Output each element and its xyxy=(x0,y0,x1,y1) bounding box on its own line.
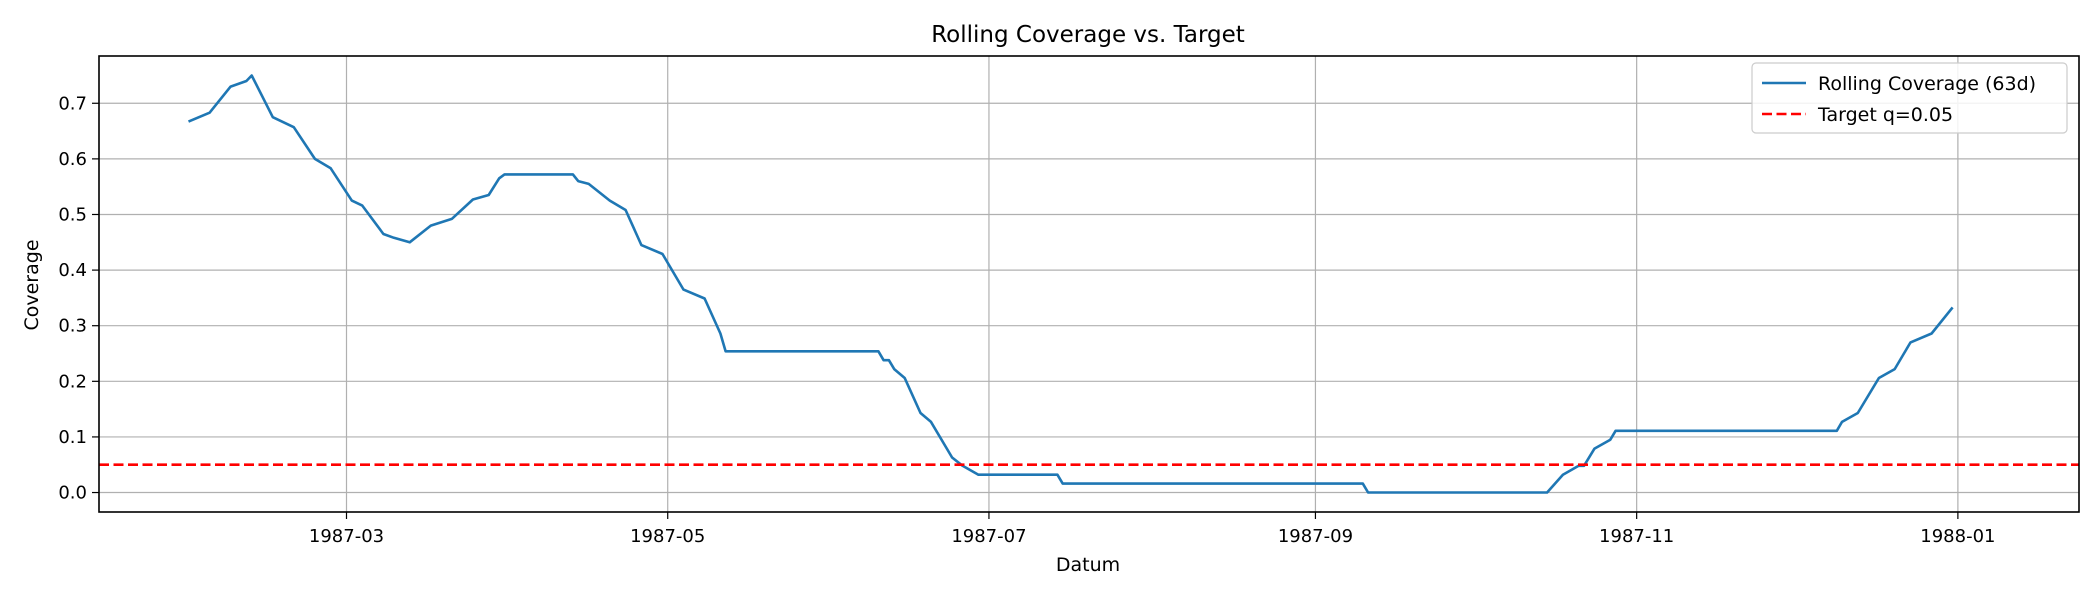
y-axis-label: Coverage xyxy=(21,239,43,330)
y-tick-label: 0.1 xyxy=(58,427,87,448)
legend-box xyxy=(1751,62,2068,134)
y-tick-label: 0.4 xyxy=(58,260,87,281)
x-tick-label: 1987-11 xyxy=(1599,526,1674,547)
axis-ticks: 1987-03 1987-05 1987-07 1987-09 1987-11 1988-… xyxy=(58,93,1995,547)
x-tick-label: 1987-03 xyxy=(309,526,384,547)
data-layer xyxy=(99,74,2079,494)
plot-frame xyxy=(98,55,2080,513)
x-tick-label: 1987-05 xyxy=(630,526,705,547)
y-tick-label: 0.2 xyxy=(58,371,87,392)
y-tick-label: 0.7 xyxy=(58,93,87,114)
legend-label: Target q=0.05 xyxy=(1817,104,1953,126)
legend: Rolling Coverage (63d) Target q=0.05 xyxy=(1751,62,2068,134)
chart-title: Rolling Coverage vs. Target xyxy=(931,22,1245,48)
legend-label: Rolling Coverage (63d) xyxy=(1818,73,2036,95)
rolling-coverage-line xyxy=(187,74,1954,494)
x-axis-label: Datum xyxy=(1056,554,1120,576)
y-tick-label: 0.3 xyxy=(58,316,87,337)
grid xyxy=(99,56,2079,512)
y-tick-label: 0.0 xyxy=(58,483,87,504)
y-tick-label: 0.5 xyxy=(58,204,87,225)
x-tick-label: 1987-07 xyxy=(951,526,1026,547)
x-tick-label: 1988-01 xyxy=(1920,526,1995,547)
x-tick-label: 1987-09 xyxy=(1278,526,1353,547)
y-tick-label: 0.6 xyxy=(58,149,87,170)
